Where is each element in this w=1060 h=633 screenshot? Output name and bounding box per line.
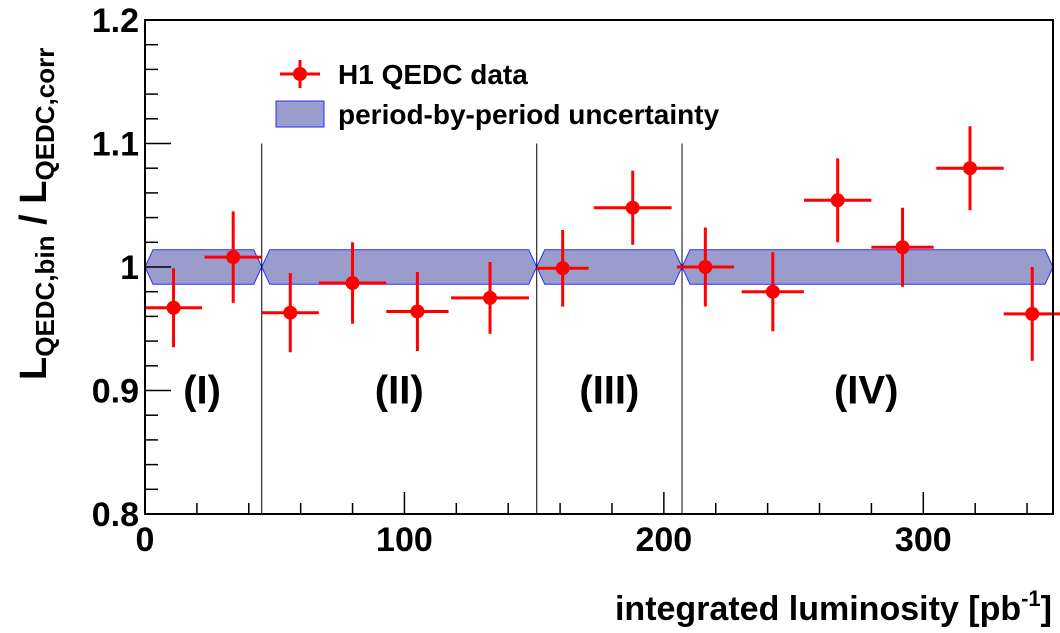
y-tick-label: 1.2 bbox=[92, 2, 139, 40]
data-point-7 bbox=[536, 229, 589, 307]
data-point-13 bbox=[936, 126, 1004, 211]
legend-label-band: period-by-period uncertainty bbox=[338, 99, 720, 130]
y-tick-label: 1.1 bbox=[92, 126, 139, 164]
legend-data-marker bbox=[293, 67, 307, 81]
x-tick-label: 0 bbox=[136, 521, 155, 559]
uncertainty-band-period-2 bbox=[261, 249, 538, 285]
legend: H1 QEDC data period-by-period uncertaint… bbox=[275, 59, 720, 130]
x-tick-label: 200 bbox=[635, 521, 692, 559]
data-point-5 bbox=[386, 271, 449, 351]
x-tick-label: 100 bbox=[376, 521, 433, 559]
period-label-2: (II) bbox=[375, 369, 424, 413]
legend-label-data: H1 QEDC data bbox=[338, 59, 528, 90]
data-marker bbox=[830, 193, 845, 208]
period-labels: (I) (II) (III) (IV) bbox=[183, 369, 898, 413]
x-axis-title: integrated luminosity [pb-1] bbox=[615, 586, 1052, 628]
x-axis-title-close: ] bbox=[1041, 590, 1052, 628]
period-label-1: (I) bbox=[183, 369, 221, 413]
uncertainty-band-period-4 bbox=[681, 249, 1054, 285]
y-tick-label: 1 bbox=[120, 249, 139, 287]
period-dividers bbox=[261, 143, 683, 514]
data-marker bbox=[555, 261, 570, 276]
data-point-11 bbox=[803, 158, 872, 243]
data-point-3 bbox=[261, 273, 319, 353]
period-label-4: (IV) bbox=[834, 369, 898, 413]
uncertainty-bands bbox=[144, 249, 1054, 285]
period-label-3: (III) bbox=[579, 369, 639, 413]
y-axis-title-slash: / bbox=[13, 204, 55, 236]
axes: 0 100 200 300 0.8 0.9 1 1.1 1.2 bbox=[92, 2, 1054, 559]
y-axis-title-sub2: QEDC,corr bbox=[30, 48, 60, 181]
data-point-10 bbox=[741, 252, 804, 332]
data-marker bbox=[483, 290, 498, 305]
data-point-8 bbox=[593, 170, 672, 245]
data-marker bbox=[283, 305, 298, 320]
y-axis-title: LQEDC,bin / LQEDC,corr bbox=[13, 48, 60, 380]
data-point-6 bbox=[451, 262, 529, 334]
y-axis-title-L2: L bbox=[13, 181, 55, 204]
y-tick-label: 0.8 bbox=[92, 496, 139, 534]
data-marker bbox=[1025, 306, 1040, 321]
data-marker bbox=[410, 304, 425, 319]
y-tick-label: 0.9 bbox=[92, 373, 139, 411]
x-tick-label: 300 bbox=[895, 521, 952, 559]
x-axis-title-sup: -1 bbox=[1021, 586, 1041, 611]
data-point-9 bbox=[676, 227, 734, 307]
data-point-4 bbox=[318, 242, 387, 324]
data-point-2 bbox=[204, 211, 262, 303]
legend-band-swatch bbox=[275, 100, 325, 128]
y-axis-title-sub1: QEDC,bin bbox=[30, 235, 60, 356]
data-marker bbox=[625, 200, 640, 215]
data-marker bbox=[166, 300, 181, 315]
data-marker bbox=[698, 260, 713, 274]
data-point-1 bbox=[145, 268, 203, 348]
data-marker bbox=[962, 161, 977, 176]
data-point-14 bbox=[1003, 267, 1060, 361]
data-marker bbox=[765, 284, 780, 299]
data-point-12 bbox=[871, 207, 934, 287]
data-marker bbox=[895, 240, 910, 255]
data-points bbox=[145, 126, 1060, 361]
data-marker bbox=[226, 250, 241, 265]
x-axis-title-main: integrated luminosity [pb bbox=[615, 590, 1021, 628]
data-marker bbox=[345, 276, 360, 291]
y-axis-title-L1: L bbox=[13, 357, 55, 380]
